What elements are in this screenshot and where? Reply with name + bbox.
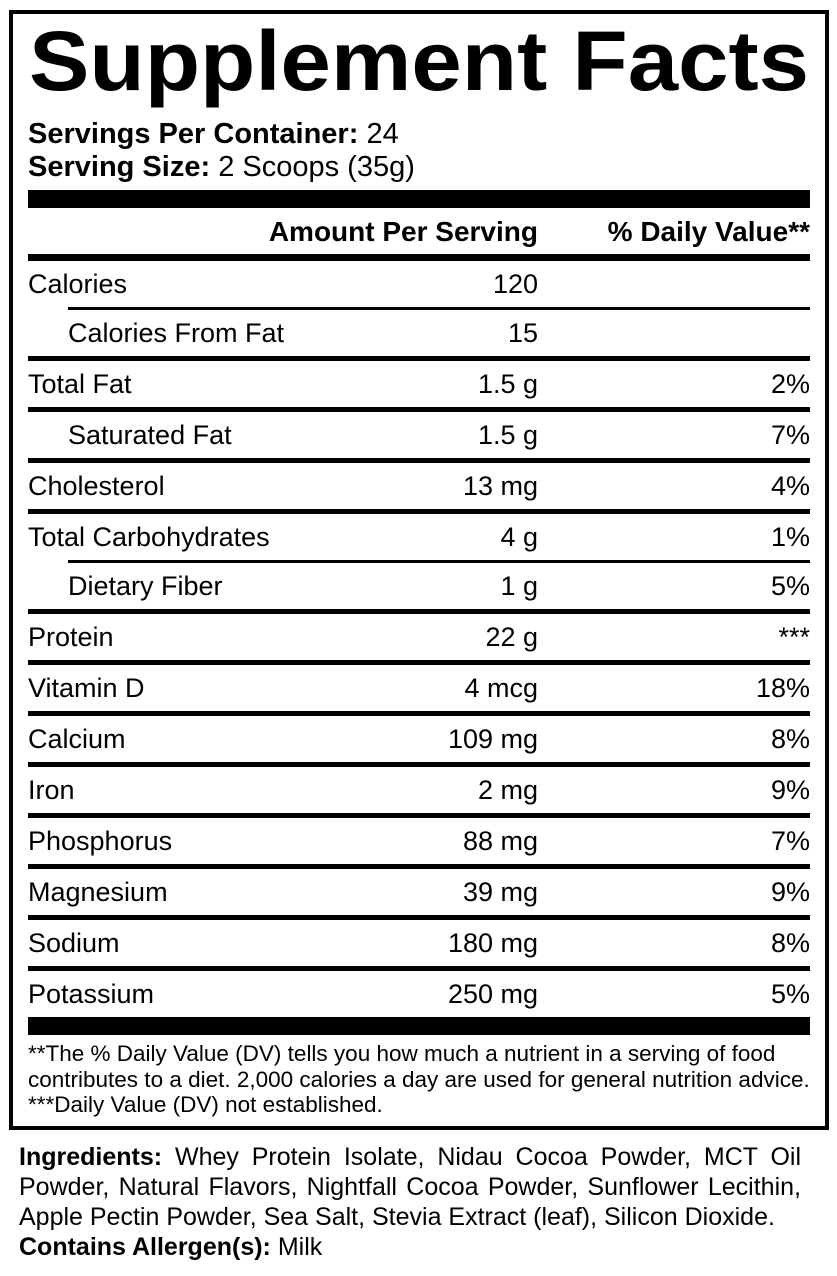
serving-size-label: Serving Size: (28, 151, 211, 183)
table-row: Sodium 180 mg 8% (28, 920, 810, 966)
header-separator (28, 254, 810, 261)
row-separator (28, 356, 810, 361)
servings-per-container-value: 24 (366, 118, 399, 150)
column-header-row: Amount Per Serving % Daily Value** (28, 208, 810, 254)
row-separator (28, 509, 810, 514)
table-row: Total Carbohydrates 4 g 1% (28, 514, 810, 560)
nutrient-amount: 180 mg (447, 928, 538, 958)
thick-divider-bar-bottom (28, 1017, 810, 1035)
nutrient-amount: 120 (492, 269, 538, 299)
amount-per-serving-header: Amount Per Serving (268, 216, 538, 247)
nutrient-amount: 2 mg (477, 775, 538, 805)
nutrient-name: Total Carbohydrates (28, 522, 270, 552)
nutrient-amount: 1.5 g (477, 369, 538, 399)
serving-size-value: 2 Scoops (35g) (218, 151, 415, 183)
nutrient-amount: 88 mg (462, 826, 538, 856)
row-separator (28, 813, 810, 818)
table-row: Calories From Fat 15 (28, 310, 810, 356)
nutrient-amount: 1 g (500, 571, 538, 601)
row-separator (28, 864, 810, 869)
supplement-facts-label: Supplement Facts Servings Per Container:… (9, 10, 829, 1130)
row-separator (28, 762, 810, 767)
page-title: Supplement Facts (29, 22, 809, 108)
table-row: Potassium 250 mg 5% (28, 971, 810, 1017)
table-row: Saturated Fat 1.5 g 7% (28, 412, 810, 458)
nutrient-amount: 1.5 g (477, 420, 538, 450)
table-row: Calcium 109 mg 8% (28, 716, 810, 762)
row-separator (28, 966, 810, 971)
table-row: Protein 22 g *** (28, 614, 810, 660)
nutrient-name: Iron (28, 775, 75, 805)
row-separator (28, 660, 810, 665)
nutrient-name: Potassium (28, 979, 155, 1009)
not-established-footnote: ***Daily Value (DV) not established. (28, 1092, 383, 1117)
table-row: Phosphorus 88 mg 7% (28, 818, 810, 864)
allergen-value: Milk (277, 1232, 323, 1261)
row-separator (68, 307, 810, 310)
table-row: Magnesium 39 mg 9% (28, 869, 810, 915)
row-separator (28, 407, 810, 412)
nutrient-daily-value: *** (778, 622, 810, 652)
allergen-label: Contains Allergen(s): (19, 1232, 271, 1261)
servings-per-container-label: Servings Per Container: (28, 118, 359, 150)
nutrient-name: Protein (28, 622, 114, 652)
nutrient-daily-value: 8% (770, 928, 810, 958)
row-separator (28, 711, 810, 716)
nutrient-name: Total Fat (28, 369, 132, 399)
row-separator (28, 458, 810, 463)
nutrient-daily-value: 5% (770, 979, 810, 1009)
row-separator (28, 609, 810, 614)
nutrient-daily-value: 9% (770, 775, 810, 805)
nutrient-amount: 15 (507, 318, 538, 348)
footnotes: **The % Daily Value (DV) tells you how m… (28, 1041, 810, 1118)
ingredients-label: Ingredients: (19, 1142, 163, 1171)
nutrient-amount: 39 mg (462, 877, 538, 907)
nutrient-daily-value: 9% (770, 877, 810, 907)
nutrient-name: Calories From Fat (68, 318, 285, 348)
nutrient-name: Sodium (28, 928, 120, 958)
nutrient-name: Calories (28, 269, 128, 299)
nutrient-amount: 4 g (500, 522, 538, 552)
nutrient-rows: Calories 120 Calories From Fat 15 Total … (28, 261, 810, 1017)
nutrient-name: Dietary Fiber (68, 571, 223, 601)
daily-value-header: % Daily Value** (607, 216, 810, 247)
row-separator (68, 560, 810, 563)
nutrient-name: Saturated Fat (68, 420, 232, 450)
table-row: Vitamin D 4 mcg 18% (28, 665, 810, 711)
ingredients-list: Whey Protein Isolate, Nidau Cocoa Powder… (19, 1142, 801, 1231)
nutrient-amount: 13 mg (462, 471, 538, 501)
nutrient-name: Phosphorus (28, 826, 173, 856)
daily-value-footnote: **The % Daily Value (DV) tells you how m… (28, 1041, 810, 1092)
nutrient-amount: 22 g (485, 622, 538, 652)
nutrient-name: Magnesium (28, 877, 168, 907)
nutrient-daily-value: 8% (770, 724, 810, 754)
table-row: Dietary Fiber 1 g 5% (28, 563, 810, 609)
allergen-line: Contains Allergen(s): Milk (19, 1232, 801, 1262)
thick-divider-bar-top (28, 190, 810, 208)
row-separator (28, 915, 810, 920)
table-row: Total Fat 1.5 g 2% (28, 361, 810, 407)
nutrient-daily-value: 1% (770, 522, 810, 552)
nutrient-daily-value: 2% (770, 369, 810, 399)
nutrient-name: Vitamin D (28, 673, 145, 703)
serving-size-line: Serving Size: 2 Scoops (35g) (28, 151, 810, 184)
nutrient-amount: 4 mcg (464, 673, 538, 703)
nutrient-amount: 250 mg (447, 979, 538, 1009)
nutrient-daily-value: 4% (770, 471, 810, 501)
nutrient-daily-value: 7% (770, 826, 810, 856)
nutrient-name: Calcium (28, 724, 126, 754)
nutrient-daily-value: 7% (770, 420, 810, 450)
nutrient-amount: 109 mg (447, 724, 538, 754)
table-row: Cholesterol 13 mg 4% (28, 463, 810, 509)
nutrient-name: Cholesterol (28, 471, 165, 501)
servings-per-container-line: Servings Per Container: 24 (28, 118, 810, 151)
nutrient-daily-value: 5% (770, 571, 810, 601)
table-row: Iron 2 mg 9% (28, 767, 810, 813)
ingredients-paragraph: Ingredients: Whey Protein Isolate, Nidau… (19, 1142, 801, 1232)
nutrient-daily-value: 18% (755, 673, 810, 703)
ingredients-section: Ingredients: Whey Protein Isolate, Nidau… (19, 1142, 801, 1262)
table-row: Calories 120 (28, 261, 810, 307)
page-title-text: Supplement Facts (29, 22, 809, 108)
